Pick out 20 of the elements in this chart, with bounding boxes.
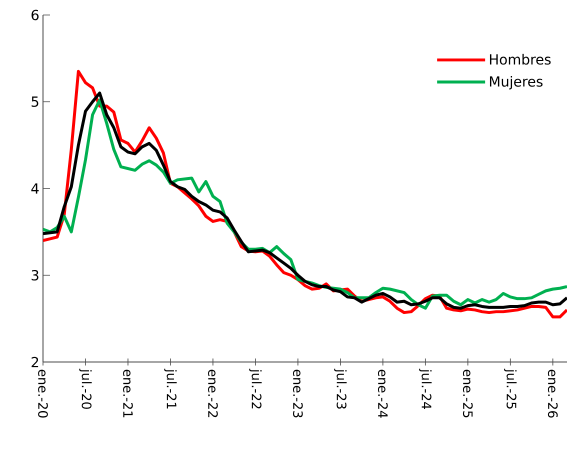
y-tick-label: 5 xyxy=(32,96,38,107)
x-tick-label: jul.-23 xyxy=(334,368,347,409)
x-tick-label: ene.-21 xyxy=(123,370,133,418)
y-tick-label: 6 xyxy=(32,10,39,20)
x-tick-label: jul.-25 xyxy=(504,368,517,409)
legend-label: Mujeres xyxy=(490,76,543,90)
x-tick-label: ene.-25 xyxy=(462,370,473,418)
x-tick-label: ene.-26 xyxy=(548,370,558,418)
x-tick-label: jul.-24 xyxy=(419,368,432,409)
y-tick-label: 4 xyxy=(31,183,39,194)
x-tick-label: jul.-22 xyxy=(249,368,262,408)
x-tick-label: ene.-24 xyxy=(378,370,388,418)
x-tick-label: jul.-20 xyxy=(79,368,92,409)
x-tick-label: ene.-20 xyxy=(38,370,48,418)
legend-label: Hombres xyxy=(490,54,551,65)
x-tick-label: jul.-21 xyxy=(164,368,177,409)
x-tick-label: ene.-23 xyxy=(293,370,303,418)
x-tick-label: ene.-22 xyxy=(208,370,218,418)
y-tick-label: 3 xyxy=(32,270,38,281)
y-tick-label: 2 xyxy=(32,356,38,368)
